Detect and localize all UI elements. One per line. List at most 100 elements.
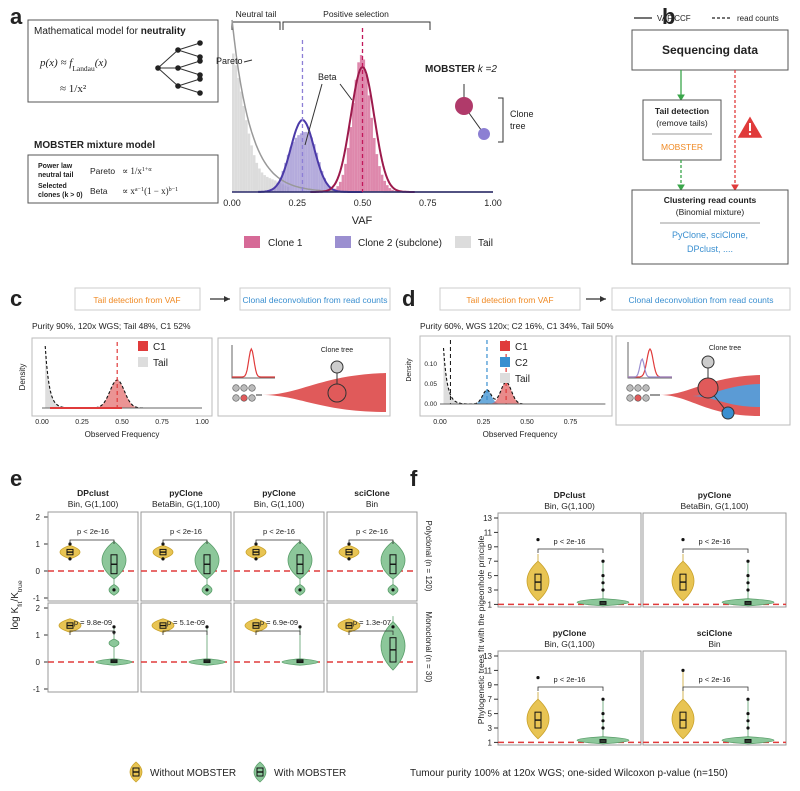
tail-bar: [234, 65, 238, 192]
p-bracket: [682, 548, 749, 553]
tree-root: [155, 65, 161, 71]
violin: [101, 540, 127, 580]
text-part: neutrality: [141, 26, 186, 37]
y-tick-label: 11: [484, 528, 493, 537]
label: Purity 90%, 120x WGS; Tail 48%, C1 52%: [32, 321, 191, 331]
cell: [642, 394, 650, 402]
pointer: [243, 59, 253, 63]
label: Tail detection: [655, 106, 709, 116]
clone-area: [90, 380, 146, 408]
label: Selected: [38, 183, 67, 190]
beta-curve: [258, 118, 363, 193]
legend-key: [335, 236, 351, 248]
y-tick-label: 0: [36, 658, 41, 667]
label: sciClone: [354, 488, 390, 498]
facet-panel: [642, 512, 787, 608]
outlier: [205, 588, 209, 592]
clone-bar: [380, 174, 384, 192]
label: p < 2e-16: [263, 527, 295, 536]
tree-node: [175, 65, 181, 71]
mixture-box: [27, 154, 219, 204]
text-part: p(x) ≈ f: [39, 57, 74, 69]
tree-root: [330, 360, 344, 374]
violin: [281, 658, 319, 666]
y-tick-label: 0.10: [424, 361, 437, 368]
clone-bar: [349, 127, 353, 192]
formula-pdf: p(x) ≈ fLandau(x): [39, 57, 107, 73]
clone-bar: [385, 185, 389, 192]
label: p < 2e-16: [554, 537, 586, 546]
cell: [634, 384, 642, 392]
subclone-bar: [325, 183, 329, 192]
violin: [576, 736, 630, 745]
outlier: [746, 697, 750, 701]
violin: [671, 560, 695, 602]
label: Without MOBSTER: [150, 768, 236, 779]
label: p = 9.8e-09: [74, 618, 112, 627]
tail-bar: [258, 168, 261, 192]
text-part: 1+α: [142, 167, 153, 173]
outlier: [112, 588, 116, 592]
subclone-bar: [294, 137, 298, 192]
y-tick-label: -1: [33, 594, 41, 603]
outlier: [205, 625, 209, 629]
subclone-bar: [305, 131, 308, 192]
outlier: [601, 588, 605, 592]
panel-label: f: [410, 466, 418, 491]
tail-area: [443, 348, 484, 404]
panel-label: a: [10, 4, 23, 29]
tree-leaf: [197, 54, 203, 60]
label: Bin, G(1,100): [254, 499, 305, 509]
subclone-bar: [318, 162, 321, 192]
subclone-bar: [271, 189, 274, 192]
tail-bar: [232, 53, 235, 192]
clone-node: [697, 377, 719, 399]
y-tick-label: 9: [488, 681, 493, 690]
label: C1: [515, 342, 528, 353]
tail-area: [45, 346, 90, 408]
clone-bar: [367, 95, 371, 192]
step-box: [611, 287, 791, 311]
y-tick-label: -1: [33, 685, 41, 694]
label: Clone: [510, 109, 534, 119]
text-part: (x): [95, 57, 108, 69]
label: clones (k > 0): [38, 192, 83, 199]
label: VAF/CCF: [657, 14, 691, 23]
formula-power: ≈ 1/x²: [60, 83, 87, 95]
text-part: log K: [10, 607, 21, 630]
bracket: [282, 21, 431, 30]
subclone-node: [478, 128, 490, 140]
outlier: [161, 557, 165, 561]
tree-leaf: [197, 72, 203, 78]
p-bracket: [348, 630, 394, 635]
label: Clonal deconvolution from read counts: [242, 295, 387, 305]
y-tick-label: 0.05: [424, 381, 437, 388]
label: Pareto: [90, 166, 115, 176]
legend-key: [244, 236, 260, 248]
tree-edge: [177, 78, 201, 87]
x-tick-label: 0.25: [288, 198, 306, 208]
outlier: [536, 676, 540, 680]
text-part: (1 − x): [144, 186, 169, 196]
violin: [671, 698, 695, 740]
clone-bar: [357, 62, 360, 192]
label: Clustering read counts: [664, 195, 757, 205]
clone-bar: [370, 117, 373, 192]
label: Observed Frequency: [483, 430, 558, 439]
neutrality-title: Mathematical model for neutrality: [34, 26, 186, 37]
clone-node: [455, 97, 473, 115]
label: With MOBSTER: [274, 768, 346, 779]
clone-bar: [359, 54, 363, 192]
outlier: [391, 588, 395, 592]
cell: [626, 384, 634, 392]
mixture-title: MOBSTER mixture model: [34, 140, 155, 151]
x-tick-label: 0.50: [520, 419, 534, 426]
label: BetaBin, G(1,100): [680, 501, 748, 511]
formula: MOBSTER k =2: [425, 64, 497, 75]
arrow-head: [731, 184, 739, 191]
panel-label: c: [10, 286, 22, 311]
mini-axis: [231, 345, 275, 379]
x-tick-label: 0.00: [433, 419, 447, 426]
label: Bin, G(1,100): [68, 499, 119, 509]
clone-bar: [372, 137, 376, 192]
